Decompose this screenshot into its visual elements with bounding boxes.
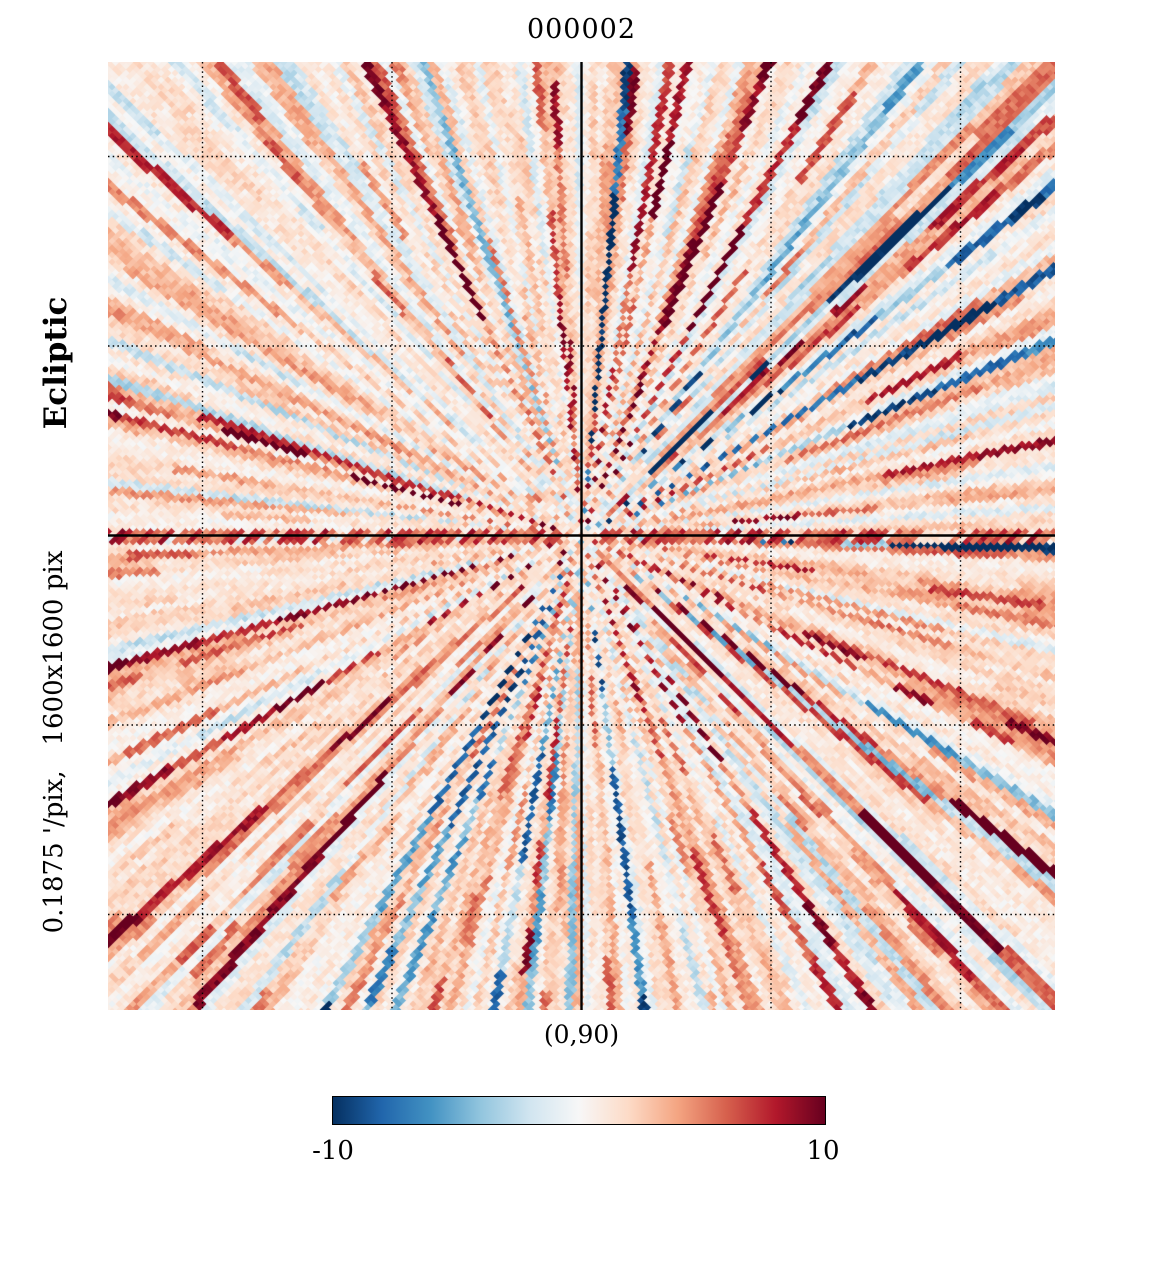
colorbar [332, 1096, 826, 1125]
resolution-label: 0.1875 '/pix, 1600x1600 pix [39, 550, 69, 934]
projection-center-label: (0,90) [543, 1020, 620, 1049]
center-axes [108, 62, 1055, 1010]
graticule-overlay [108, 62, 1055, 1010]
figure-title: 000002 [526, 14, 637, 45]
sky-map-panel [108, 62, 1055, 1010]
colorbar-min-tick: -10 [312, 1136, 354, 1166]
dotted-gridlines [108, 62, 1055, 1010]
colorbar-max-tick: 10 [806, 1136, 840, 1166]
coordinate-system-label: Ecliptic [38, 296, 74, 430]
